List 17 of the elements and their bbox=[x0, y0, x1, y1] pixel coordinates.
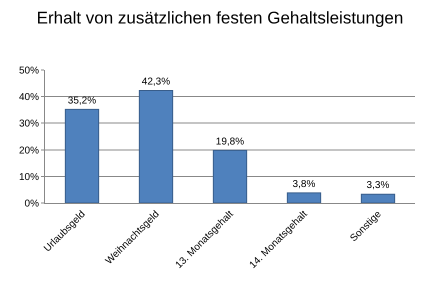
y-tick-label: 30% bbox=[18, 118, 40, 130]
bar bbox=[212, 150, 248, 203]
data-label: 19,8% bbox=[216, 136, 244, 148]
bar bbox=[286, 192, 322, 203]
y-tick-label: 50% bbox=[18, 66, 40, 76]
y-tick-label: 40% bbox=[18, 92, 40, 104]
chart-title: Erhalt von zusätzlichen festen Gehaltsleistungen bbox=[36, 8, 404, 28]
data-label: 3,3% bbox=[366, 180, 390, 192]
y-tick-label: 20% bbox=[18, 145, 40, 156]
y-tick-label: 10% bbox=[18, 172, 40, 183]
data-label: 35,2% bbox=[68, 95, 96, 106]
data-label: 3,8% bbox=[292, 178, 316, 190]
y-tick-label: 0% bbox=[24, 198, 40, 210]
data-label: 42,3% bbox=[142, 76, 170, 88]
bar bbox=[64, 108, 100, 203]
bar bbox=[360, 194, 396, 203]
bar bbox=[138, 90, 174, 203]
